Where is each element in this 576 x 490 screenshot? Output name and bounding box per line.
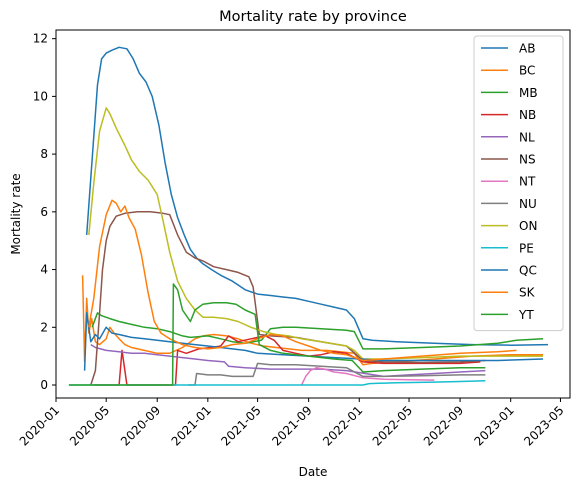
y-tick-label: 8 bbox=[40, 147, 48, 161]
legend-label-nt: NT bbox=[519, 175, 536, 189]
legend: AB BC MB NB NL NS NT NU ON PE QC SK YT bbox=[474, 36, 563, 331]
legend-label-nl: NL bbox=[519, 130, 535, 144]
x-axis-label: Date bbox=[299, 465, 328, 479]
legend-label-mb: MB bbox=[519, 86, 538, 100]
legend-label-qc: QC bbox=[519, 264, 537, 278]
legend-label-pe: PE bbox=[519, 241, 534, 255]
y-axis-label: Mortality rate bbox=[9, 173, 23, 254]
y-tick-label: 10 bbox=[33, 89, 48, 103]
chart-title: Mortality rate by province bbox=[219, 9, 407, 25]
legend-label-on: ON bbox=[519, 219, 537, 233]
y-tick-label: 2 bbox=[40, 320, 48, 334]
y-tick-label: 0 bbox=[40, 378, 48, 392]
y-tick-label: 4 bbox=[40, 263, 48, 277]
legend-label-nb: NB bbox=[519, 108, 536, 122]
legend-label-sk: SK bbox=[519, 286, 536, 300]
legend-label-yt: YT bbox=[518, 308, 534, 322]
legend-label-nu: NU bbox=[519, 197, 537, 211]
legend-label-bc: BC bbox=[519, 64, 535, 78]
y-tick-label: 12 bbox=[33, 32, 48, 46]
y-tick-label: 6 bbox=[40, 205, 48, 219]
legend-label-ab: AB bbox=[519, 42, 535, 56]
legend-label-ns: NS bbox=[519, 153, 536, 167]
